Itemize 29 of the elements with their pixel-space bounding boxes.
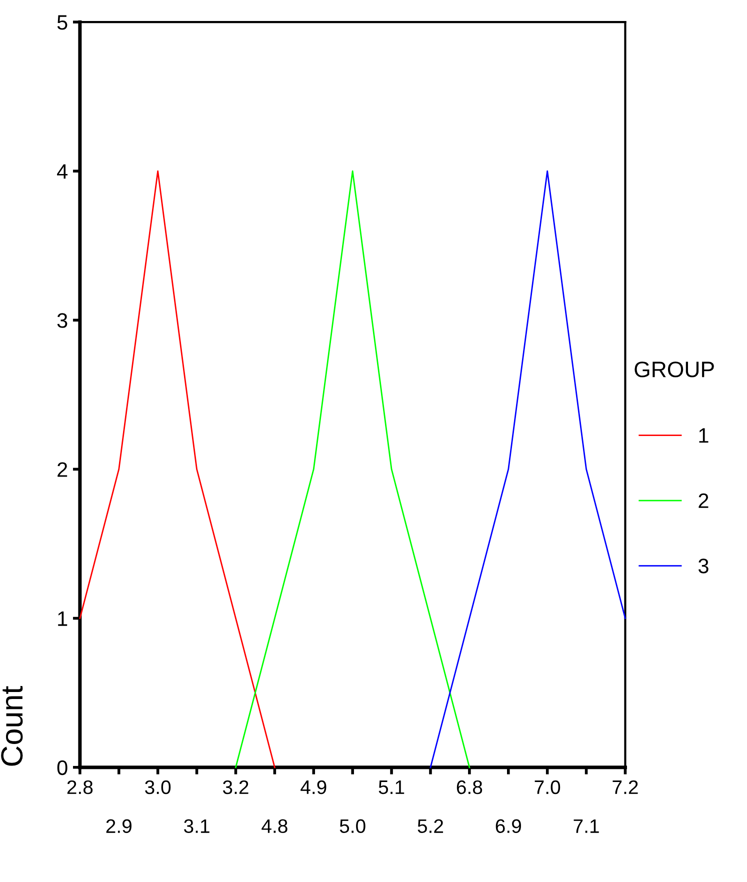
x-tick-label: 3.0 xyxy=(145,780,171,794)
x-tick-label: 4.9 xyxy=(300,780,326,794)
line-series xyxy=(430,170,626,768)
x-tick-label: 7.2 xyxy=(612,780,638,794)
line-series xyxy=(235,170,470,768)
legend-label: 3 xyxy=(698,558,708,574)
x-tick-label: 3.1 xyxy=(184,819,210,834)
y-tick-label: 2 xyxy=(58,462,68,477)
y-tick-label: 1 xyxy=(58,612,68,626)
legend-label: 1 xyxy=(699,428,708,443)
legend-label: 2 xyxy=(698,493,708,508)
legend-title: GROUP xyxy=(634,362,714,378)
y-tick-label: 4 xyxy=(57,164,68,179)
x-tick-label: 3.2 xyxy=(222,780,248,794)
x-tick-label: 4.8 xyxy=(262,819,288,834)
x-tick-label: 7.1 xyxy=(574,819,599,833)
x-tick-label: 6.8 xyxy=(456,780,482,794)
y-axis-title: Count xyxy=(1,686,23,766)
x-tick-label: 5.0 xyxy=(340,819,366,834)
y-tick-label: 5 xyxy=(57,15,68,30)
x-tick-label: 2.9 xyxy=(106,819,132,834)
y-tick-label: 3 xyxy=(57,313,68,328)
x-tick-label: 5.1 xyxy=(378,780,404,794)
x-tick-label: 6.9 xyxy=(496,819,521,834)
line-series xyxy=(79,170,276,768)
x-tick-label: 5.2 xyxy=(418,819,444,834)
x-tick-label: 7.0 xyxy=(534,780,560,794)
y-tick-label: 0 xyxy=(57,760,68,776)
x-tick-label: 2.8 xyxy=(67,780,93,794)
